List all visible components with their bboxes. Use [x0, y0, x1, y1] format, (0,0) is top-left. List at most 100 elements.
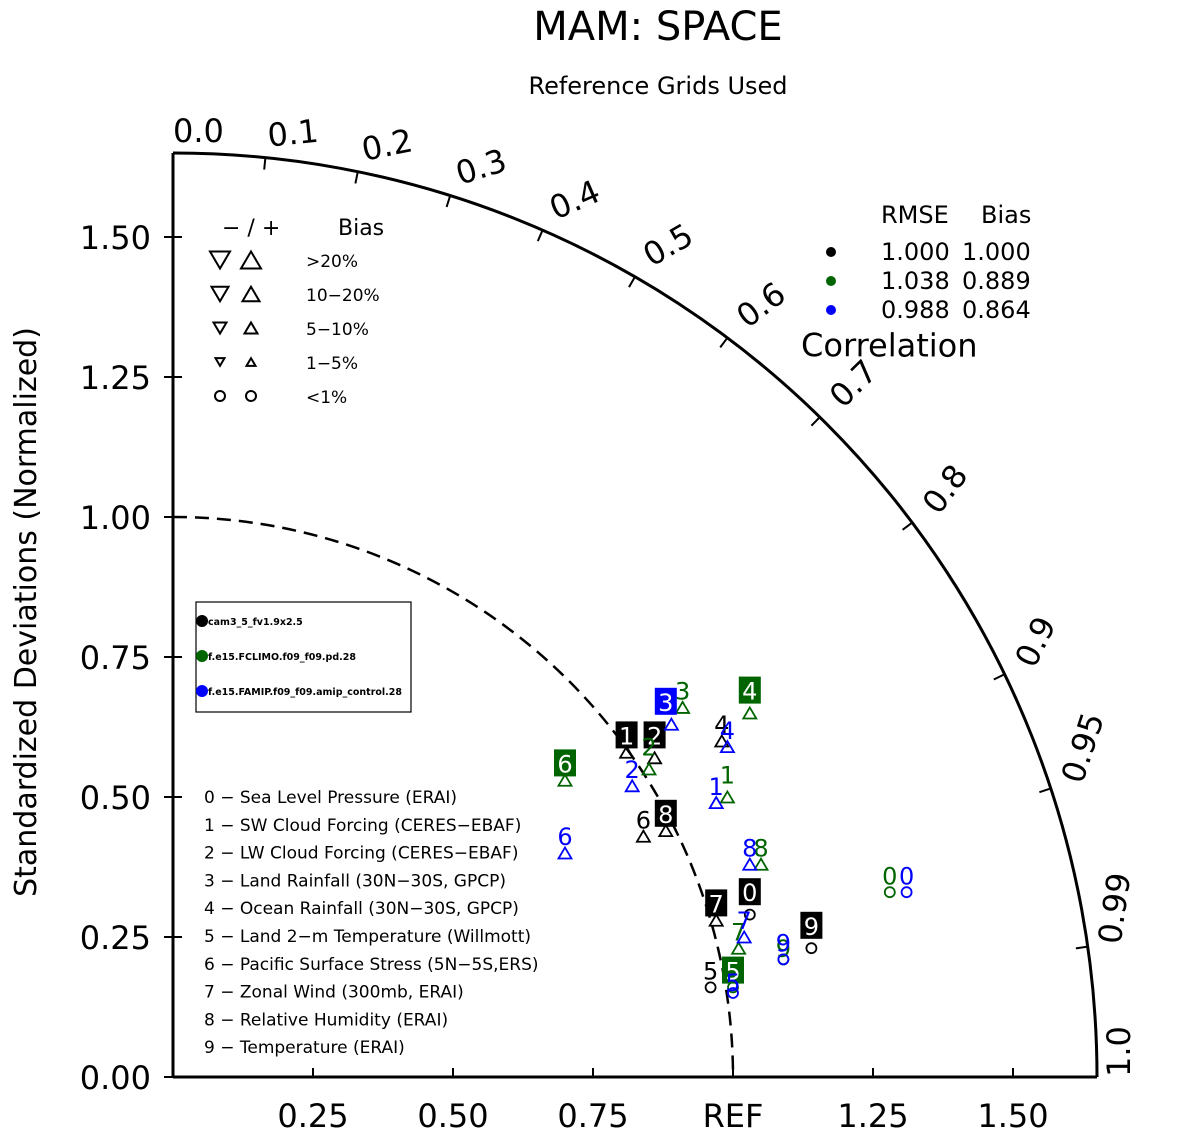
- point-label: 4: [714, 711, 729, 739]
- point-label: 5: [725, 958, 740, 986]
- corr-tick-label: 0.4: [544, 172, 606, 227]
- point-marker-triangle: [736, 929, 753, 944]
- point-marker-triangle: [719, 739, 736, 754]
- corr-tick: [901, 521, 913, 531]
- point-label: 0: [882, 862, 897, 890]
- triangle-up-icon: [239, 249, 263, 270]
- case-legend-dot: [196, 685, 208, 697]
- point-marker-circle: [900, 886, 913, 899]
- point-marker-triangle: [556, 845, 574, 860]
- bias-value: 1.000: [962, 238, 1031, 266]
- y-tick-label: 0.75: [80, 639, 151, 677]
- corr-tick-label: 0.3: [451, 141, 511, 193]
- point-label: 3: [658, 689, 673, 717]
- corr-tick-label: 0.6: [729, 274, 793, 335]
- point-marker-circle: [883, 886, 896, 899]
- variable-legend-item: 6 − Pacific Surface Stress (5N−5S,ERS): [204, 955, 539, 975]
- point-label: 7: [731, 918, 746, 946]
- triangle-down-icon: [211, 321, 229, 336]
- reference-arc: [172, 515, 735, 1078]
- x-tick-label: REF: [703, 1097, 764, 1135]
- rmse-header: RMSE: [881, 201, 949, 229]
- outer-arc: [172, 151, 1099, 1078]
- point-label: 8: [742, 834, 757, 862]
- point-marker-triangle: [708, 795, 725, 810]
- corr-tick: [993, 673, 1006, 681]
- point-label-box: [705, 889, 728, 917]
- point-marker-triangle: [646, 750, 663, 765]
- case-legend-dot: [196, 650, 208, 662]
- bias-value: 0.864: [962, 296, 1031, 324]
- x-tick-label: 0.50: [417, 1097, 488, 1135]
- point-marker-triangle: [741, 705, 758, 720]
- chart-title: MAM: SPACE: [533, 4, 782, 50]
- bias-legend-label: 1−5%: [306, 354, 358, 374]
- x-tick-label: 1.25: [837, 1097, 908, 1135]
- triangle-down-icon: [208, 250, 232, 271]
- y-tick-label: 1.50: [80, 219, 151, 257]
- point-label: 6: [557, 823, 572, 851]
- point-label: 7: [709, 890, 724, 918]
- corr-tick-label: 0.5: [637, 216, 700, 274]
- point-marker-circle: [727, 981, 739, 994]
- triangle-up-icon: [242, 320, 260, 335]
- point-marker-circle: [704, 981, 717, 994]
- triangle-down-icon: [213, 357, 227, 368]
- rmse-value: 1.038: [881, 267, 950, 295]
- point-marker-triangle: [618, 744, 635, 759]
- y-tick-label: 1.25: [80, 359, 151, 397]
- correlation-axis-label: Correlation: [801, 326, 978, 365]
- y-tick-label: 0.50: [80, 779, 151, 817]
- corr-tick: [719, 337, 729, 348]
- rmse-row-dot: [826, 305, 836, 315]
- point-label: 1: [709, 773, 724, 801]
- point-label: 1: [720, 762, 735, 790]
- point-label-box: [654, 687, 677, 715]
- legends: − / + Bias >20% 10−20% 5−10% 1−5% <1% RMSE Bias 1…: [195, 201, 1031, 1058]
- corr-tick: [445, 195, 452, 208]
- y-tick-label: 0.00: [80, 1059, 151, 1097]
- point-marker-triangle: [674, 700, 691, 714]
- point-label: 4: [742, 678, 757, 706]
- corr-tick: [536, 229, 544, 242]
- point-marker-circle: [805, 942, 818, 955]
- point-marker-triangle: [635, 828, 652, 843]
- point-marker-triangle: [741, 856, 758, 871]
- point-label: 5: [703, 958, 718, 986]
- rmse-row-dot: [826, 276, 836, 286]
- rmse-row-dot: [826, 247, 836, 257]
- rmse-value: 1.000: [881, 238, 950, 266]
- point-label: 8: [658, 801, 673, 829]
- point-label-box: [738, 878, 761, 906]
- point-label-box: [722, 956, 744, 984]
- point-marker-triangle: [624, 778, 641, 793]
- point-label: 8: [753, 834, 768, 862]
- point-label: 2: [625, 756, 640, 784]
- case-legend-box: [195, 601, 412, 713]
- point-label-box: [554, 749, 576, 777]
- corr-tick: [810, 416, 821, 427]
- x-tick-label: 0.25: [277, 1097, 348, 1135]
- variable-legend-item: 5 − Land 2−m Temperature (Willmott): [204, 927, 531, 947]
- point-label-box: [654, 799, 677, 827]
- corr-tick: [628, 276, 636, 288]
- point-marker-circle: [777, 953, 790, 966]
- point-label-box: [738, 676, 761, 704]
- point-marker-triangle: [730, 940, 747, 955]
- corr-tick-label: 0.2: [358, 121, 415, 168]
- corr-tick-label: 0.99: [1091, 870, 1139, 946]
- point-label: 6: [557, 750, 572, 778]
- point-label: 0: [899, 862, 914, 890]
- bias-value: 0.889: [962, 267, 1031, 295]
- corr-tick: [1039, 787, 1052, 794]
- y-axis-label: Standardized Deviations (Normalized): [9, 327, 44, 897]
- point-marker-circle: [743, 908, 756, 921]
- variable-legend-item: 2 − LW Cloud Forcing (CERES−EBAF): [204, 844, 518, 864]
- variable-legend-item: 3 − Land Rainfall (30N−30S, GPCP): [204, 871, 506, 891]
- bias-legend-signs: − / +: [222, 216, 280, 241]
- variable-legend-item: 0 − Sea Level Pressure (ERAI): [204, 788, 457, 808]
- case-legend-label: f.e15.FCLIMO.f09_f09.pd.28: [208, 652, 356, 663]
- variable-legend-item: 1 − SW Cloud Forcing (CERES−EBAF): [204, 816, 521, 836]
